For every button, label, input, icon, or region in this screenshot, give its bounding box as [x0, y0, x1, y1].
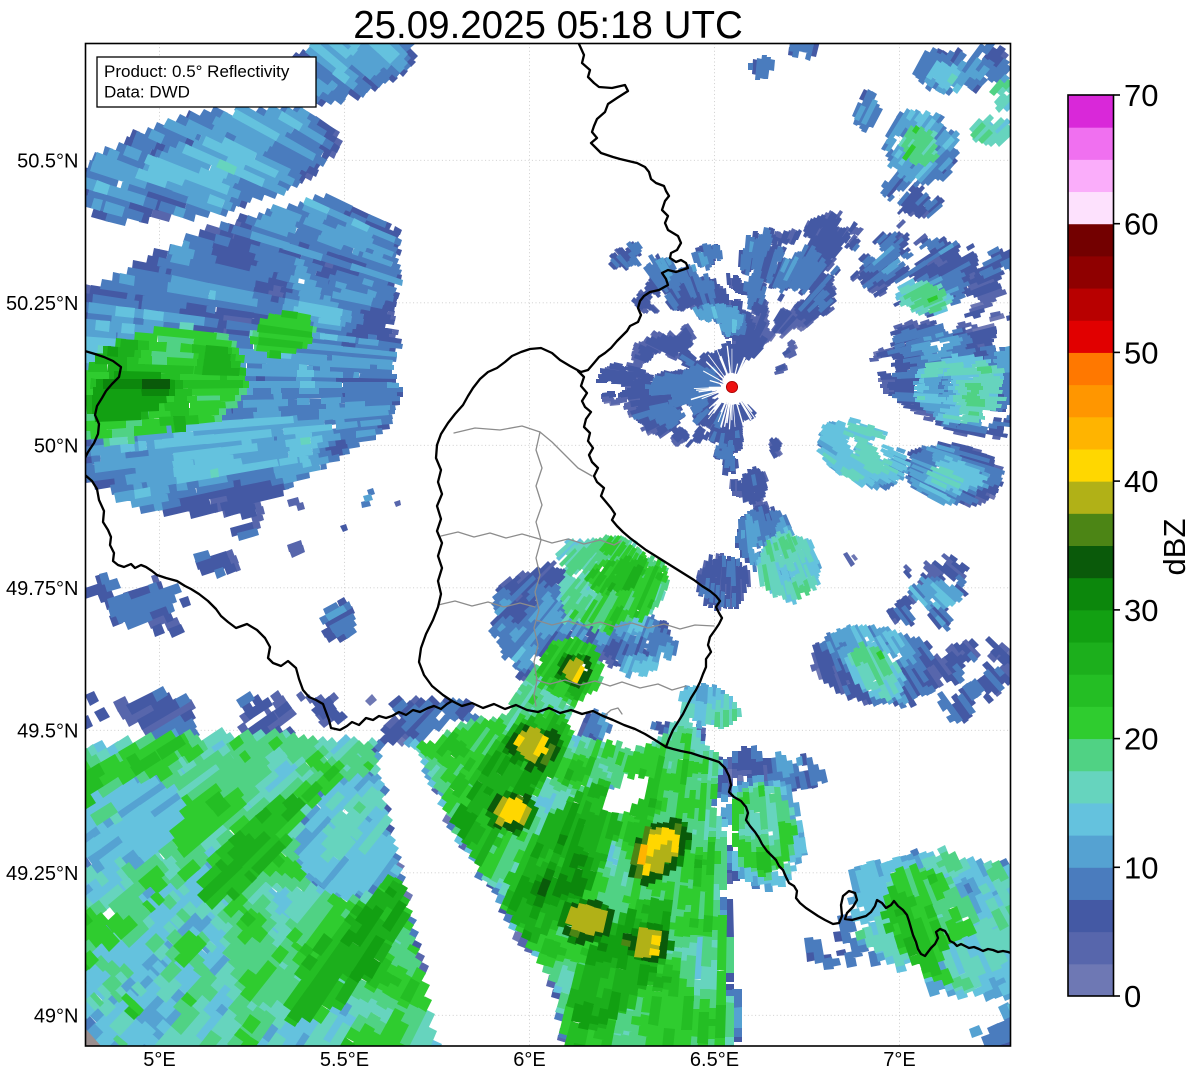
svg-text:49.25°N: 49.25°N	[6, 863, 79, 885]
svg-text:Product: 0.5° Reflectivity: Product: 0.5° Reflectivity	[104, 62, 290, 81]
svg-text:50°N: 50°N	[34, 435, 79, 457]
svg-text:49.75°N: 49.75°N	[6, 578, 79, 600]
svg-text:50: 50	[1124, 335, 1158, 370]
svg-text:5°E: 5°E	[143, 1049, 175, 1071]
svg-text:20: 20	[1124, 722, 1158, 757]
svg-text:70: 70	[1124, 78, 1158, 113]
svg-text:6°E: 6°E	[513, 1049, 545, 1071]
svg-text:50.5°N: 50.5°N	[17, 150, 78, 172]
svg-text:49°N: 49°N	[34, 1005, 79, 1027]
svg-text:40: 40	[1124, 464, 1158, 499]
svg-text:dBZ: dBZ	[1157, 519, 1192, 576]
svg-text:60: 60	[1124, 207, 1158, 242]
svg-text:5.5°E: 5.5°E	[320, 1049, 369, 1071]
svg-text:25.09.2025 05:18 UTC: 25.09.2025 05:18 UTC	[353, 4, 743, 47]
svg-text:0: 0	[1124, 979, 1141, 1014]
svg-text:6.5°E: 6.5°E	[690, 1049, 739, 1071]
svg-text:50.25°N: 50.25°N	[6, 293, 79, 315]
svg-text:10: 10	[1124, 850, 1158, 885]
svg-text:Data: DWD: Data: DWD	[104, 83, 190, 102]
svg-text:30: 30	[1124, 593, 1158, 628]
svg-text:7°E: 7°E	[883, 1049, 915, 1071]
svg-text:49.5°N: 49.5°N	[17, 720, 78, 742]
